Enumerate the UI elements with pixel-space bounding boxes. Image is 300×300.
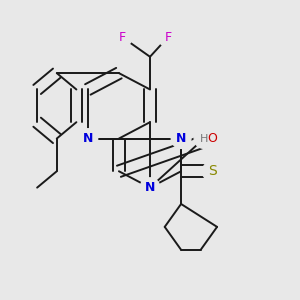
Text: H: H (200, 134, 208, 143)
Circle shape (194, 129, 214, 148)
Text: F: F (118, 31, 126, 44)
Circle shape (158, 27, 178, 47)
Circle shape (78, 129, 98, 148)
Circle shape (202, 161, 222, 181)
Text: N: N (145, 181, 155, 194)
Circle shape (171, 129, 191, 148)
Circle shape (140, 178, 160, 197)
Text: S: S (208, 164, 217, 178)
Text: N: N (176, 132, 186, 145)
Text: O: O (207, 132, 217, 145)
Text: F: F (164, 31, 172, 44)
Circle shape (112, 27, 132, 47)
Circle shape (202, 129, 222, 148)
Text: N: N (83, 132, 93, 145)
